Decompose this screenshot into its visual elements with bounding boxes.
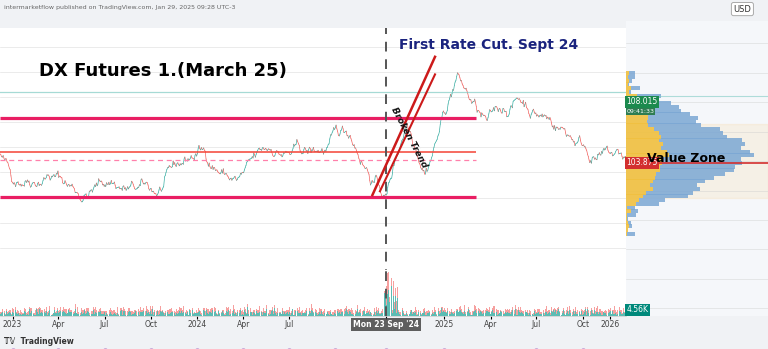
Bar: [626, 120, 647, 124]
Bar: [626, 191, 646, 195]
Bar: [626, 228, 628, 232]
Bar: [637, 101, 670, 105]
Bar: [626, 131, 659, 135]
Text: 103.875: 103.875: [626, 158, 657, 168]
Bar: [663, 161, 742, 165]
Bar: [650, 183, 697, 187]
Text: 𝕋𝕍  TradingView: 𝕋𝕍 TradingView: [4, 336, 74, 346]
Bar: [653, 187, 700, 191]
Bar: [626, 150, 667, 154]
Bar: [660, 146, 740, 150]
Bar: [636, 202, 659, 206]
Text: USD: USD: [733, 5, 751, 14]
Bar: [643, 194, 688, 198]
Bar: [627, 232, 635, 236]
Bar: [626, 82, 627, 87]
Bar: [660, 164, 735, 169]
Bar: [626, 217, 627, 221]
Bar: [646, 191, 693, 195]
Bar: [629, 90, 631, 94]
Bar: [626, 124, 648, 127]
Bar: [626, 172, 656, 176]
Bar: [626, 139, 660, 142]
Bar: [626, 116, 647, 120]
Bar: [626, 202, 636, 206]
Bar: [660, 135, 727, 139]
Bar: [637, 94, 661, 98]
Text: intermarketflow published on TradingView.com, Jan 29, 2025 09:28 UTC-3: intermarketflow published on TradingView…: [4, 5, 235, 10]
Bar: [626, 198, 639, 202]
Bar: [626, 221, 627, 224]
Bar: [626, 90, 629, 94]
Bar: [645, 109, 681, 112]
Bar: [626, 71, 629, 75]
Bar: [626, 105, 641, 109]
Bar: [659, 131, 723, 135]
Bar: [626, 224, 629, 228]
Bar: [654, 127, 720, 131]
Bar: [626, 101, 637, 105]
Bar: [626, 109, 645, 112]
Bar: [627, 221, 631, 224]
Bar: [653, 179, 705, 184]
Bar: [631, 209, 637, 213]
Text: First Rate Cut. Sept 24: First Rate Cut. Sept 24: [399, 38, 578, 52]
Bar: [626, 187, 653, 191]
Bar: [627, 206, 635, 210]
Bar: [626, 209, 631, 213]
Bar: [626, 79, 629, 83]
Bar: [626, 127, 654, 131]
Bar: [627, 213, 636, 217]
Bar: [663, 142, 745, 146]
Bar: [647, 120, 697, 124]
Bar: [656, 172, 725, 176]
Bar: [626, 161, 663, 165]
Bar: [633, 97, 650, 101]
Text: 09:41:33: 09:41:33: [626, 109, 654, 114]
Bar: [626, 112, 647, 116]
Bar: [647, 116, 698, 120]
Bar: [660, 139, 743, 142]
Bar: [655, 176, 714, 180]
Bar: [626, 183, 650, 187]
Bar: [648, 124, 701, 127]
Text: Value Zone: Value Zone: [647, 151, 726, 165]
Bar: [626, 232, 627, 236]
Bar: [629, 79, 632, 83]
Bar: [627, 82, 629, 87]
Bar: [629, 224, 631, 228]
Bar: [626, 206, 627, 210]
Bar: [626, 168, 660, 172]
Bar: [660, 168, 733, 172]
Bar: [626, 97, 633, 101]
Bar: [626, 86, 631, 90]
Text: Broken Trend: Broken Trend: [389, 105, 429, 169]
Bar: [626, 135, 660, 139]
Bar: [626, 153, 670, 157]
Bar: [626, 142, 663, 146]
Bar: [626, 94, 637, 98]
Bar: [641, 105, 679, 109]
Bar: [626, 124, 768, 198]
Text: DX Futures 1.(March 25): DX Futures 1.(March 25): [39, 62, 286, 80]
Bar: [626, 176, 655, 180]
Bar: [647, 112, 690, 116]
Bar: [626, 194, 643, 198]
Text: 4.56K: 4.56K: [626, 305, 648, 314]
Bar: [661, 157, 741, 161]
Bar: [626, 75, 627, 79]
Bar: [639, 198, 665, 202]
Bar: [670, 153, 753, 157]
Bar: [626, 146, 660, 150]
Bar: [627, 75, 635, 79]
Bar: [626, 164, 660, 169]
Bar: [626, 213, 627, 217]
Bar: [629, 71, 634, 75]
Bar: [626, 179, 653, 184]
Bar: [626, 157, 661, 161]
Bar: [631, 86, 640, 90]
Bar: [627, 217, 628, 221]
Bar: [667, 150, 750, 154]
Text: 108.015: 108.015: [626, 97, 657, 106]
